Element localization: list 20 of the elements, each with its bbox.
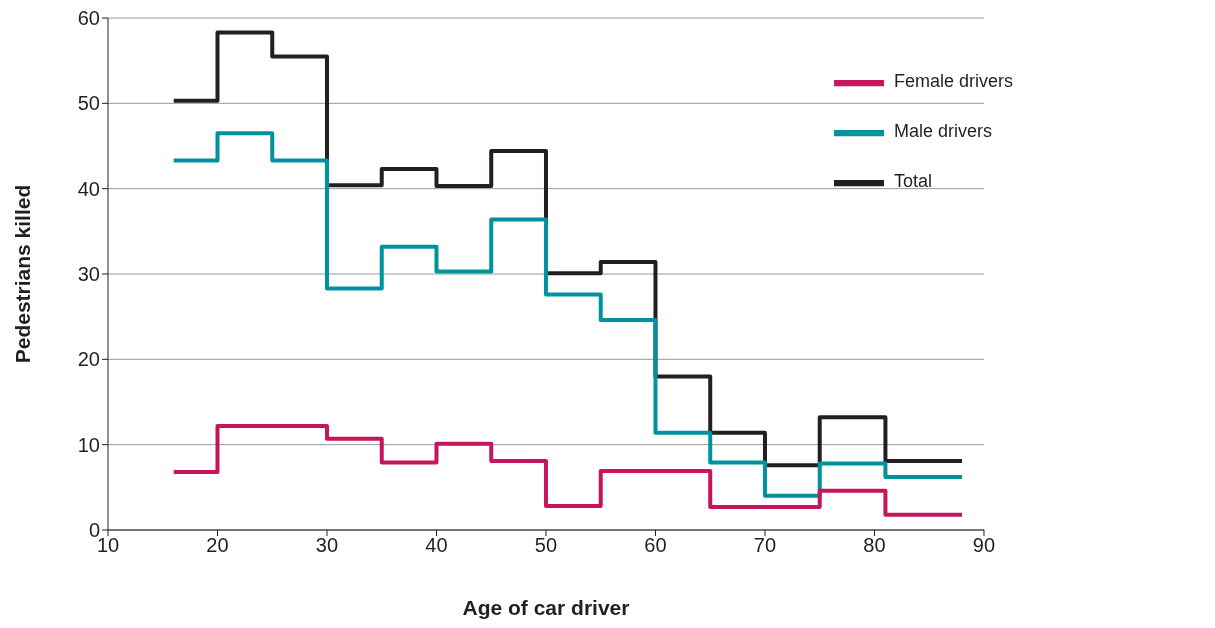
- y-tick-label: 20: [77, 348, 100, 371]
- y-tick-label: 0: [88, 519, 100, 542]
- y-tick-label: 40: [77, 177, 100, 200]
- x-tick-label: 20: [206, 534, 229, 557]
- legend-label: Female drivers: [893, 71, 1013, 92]
- legend-label: Total: [893, 171, 932, 192]
- x-tick-label: 50: [534, 534, 558, 557]
- y-tick-label: 30: [77, 263, 100, 286]
- y-tick-label: 60: [77, 7, 100, 30]
- y-axis-title: Pedestrians killed: [11, 184, 35, 364]
- x-tick-label: 60: [644, 534, 667, 557]
- x-axis-title: Age of car driver: [462, 595, 630, 619]
- legend-label: Male drivers: [893, 121, 992, 142]
- x-tick-label: 30: [315, 534, 339, 557]
- y-tick-label: 10: [77, 433, 100, 456]
- y-tick-label: 50: [77, 92, 100, 115]
- x-tick-label: 70: [753, 534, 777, 557]
- x-tick-label: 90: [972, 534, 996, 557]
- x-tick-label: 40: [425, 534, 448, 557]
- x-tick-label: 80: [863, 534, 886, 557]
